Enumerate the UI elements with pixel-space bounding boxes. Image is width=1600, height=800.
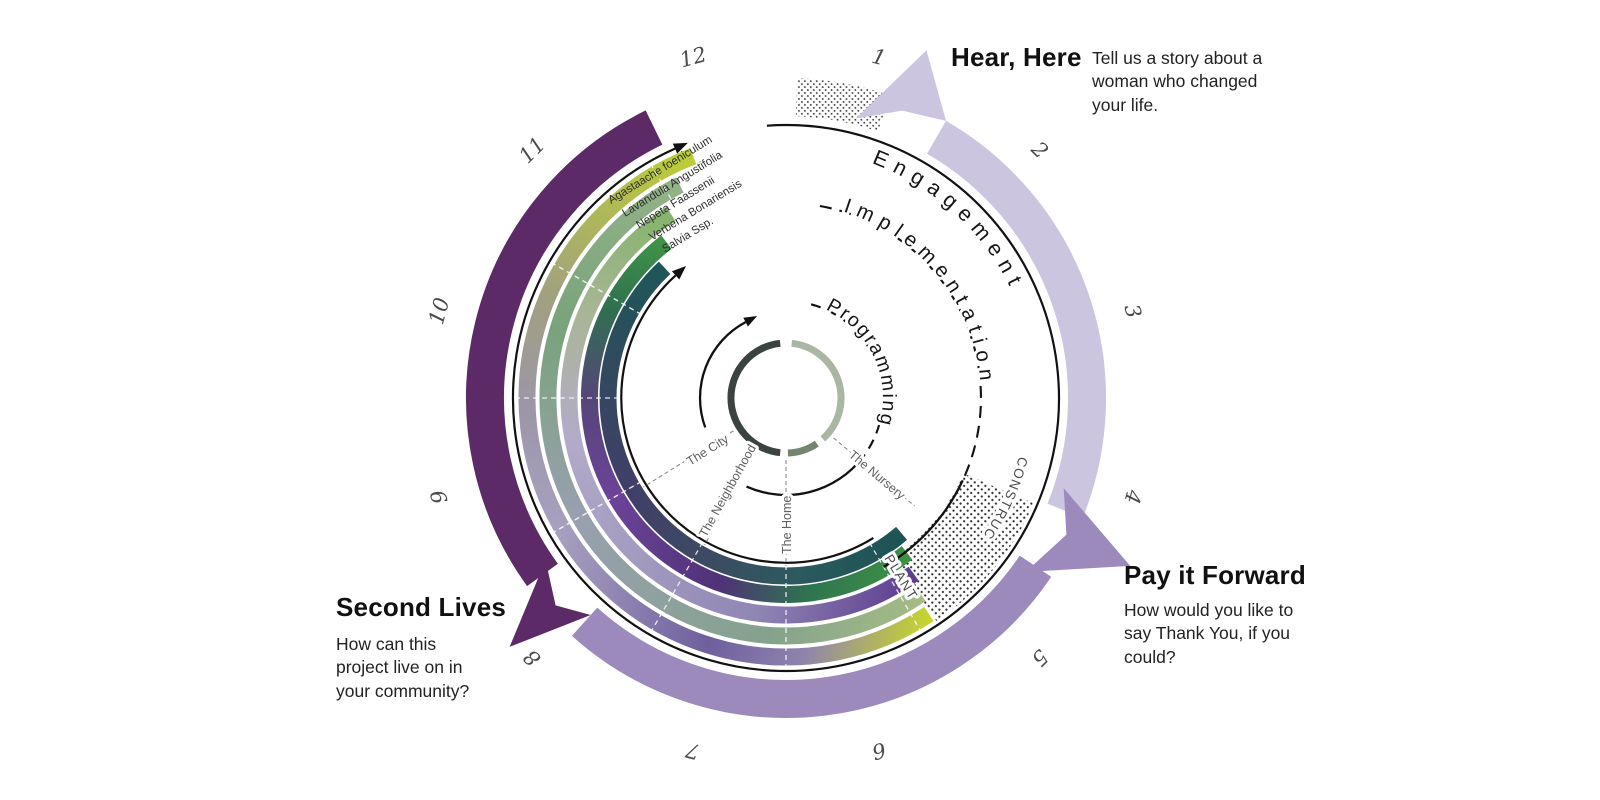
- callout-hear-here: Hear, Here: [951, 42, 1082, 73]
- band-salvia: [599, 261, 671, 492]
- band-verbena: [580, 235, 672, 501]
- band-lavandula: [572, 512, 926, 645]
- month-label: 3: [1119, 302, 1146, 321]
- secondlives-phase-arc: [466, 110, 663, 587]
- implementation-ring: [819, 204, 982, 568]
- band-lavandula: [539, 177, 684, 522]
- month-label: 8: [519, 645, 545, 671]
- month-label: 5: [1027, 645, 1053, 671]
- month-label: 11: [514, 132, 550, 168]
- month-label: 7: [683, 737, 703, 764]
- month-label: 12: [677, 42, 709, 72]
- callout-line: your community?: [336, 680, 470, 701]
- place-nursery: The Nursery: [846, 448, 908, 503]
- callout-title: Pay it Forward: [1124, 560, 1306, 590]
- programming-label: Programming: [823, 294, 900, 429]
- callout-line: woman who changed: [1092, 71, 1258, 92]
- season-arc: [620, 266, 874, 564]
- cycle-arrow: [698, 316, 758, 428]
- band-verbena: [608, 492, 913, 603]
- engagement-circle: [511, 123, 1061, 673]
- callout-line: Tell us a story about a: [1092, 48, 1263, 68]
- diagram-root: Engagement Implementation Programming CO…: [0, 0, 1146, 764]
- place-lines: [643, 430, 916, 566]
- callout-pay-it-forward: Pay it Forward How would you like to say…: [1124, 560, 1306, 669]
- callout-line: How would you like to: [1124, 600, 1294, 620]
- callout-line: How can this: [336, 634, 437, 654]
- callout-line: say Thank You, if you: [1124, 623, 1291, 644]
- month-label: 1: [869, 44, 888, 71]
- circle-arrowhead-icon: [672, 142, 688, 154]
- plant-species-labels: Agastaache foeniculum Lavandula Angustif…: [606, 134, 744, 256]
- band-salvia: [624, 482, 908, 585]
- place-home: The Home: [780, 496, 794, 554]
- plant-bloom-bands: [518, 148, 934, 666]
- callout-line: project live on in: [336, 657, 463, 678]
- ring-segment-charcoal: [727, 339, 781, 457]
- month-label: 6: [869, 737, 888, 764]
- second-lives-arrow-icon: [509, 560, 591, 647]
- band-nepeta: [590, 502, 919, 624]
- month-label: 2: [1026, 136, 1053, 163]
- implementation-phase-arc: [571, 555, 1052, 718]
- callout-hear-here-desc: Tell us a story about a woman who change…: [1092, 47, 1262, 117]
- ring-segment-sage: [791, 339, 845, 442]
- cycle-arrowhead-icon: [743, 316, 758, 327]
- callout-line: your life.: [1092, 94, 1159, 115]
- ring-segment-gray: [787, 440, 819, 457]
- month-label: 10: [424, 295, 454, 327]
- hear-here-arrow-icon: [855, 50, 946, 121]
- month-label: 9: [426, 487, 453, 506]
- band-agastaache: [518, 148, 697, 532]
- callout-line: could?: [1124, 646, 1176, 667]
- halftone-construct-region: [893, 472, 1034, 621]
- month-tick-lines: [516, 163, 922, 668]
- band-nepeta: [560, 206, 676, 511]
- band-agastaache: [554, 523, 934, 666]
- place-city: The City: [684, 432, 732, 469]
- callout-second-lives: Second Lives How can this project live o…: [336, 592, 506, 703]
- center-scale-ring: [727, 339, 845, 457]
- callout-title: Second Lives: [336, 592, 507, 622]
- implementation-label: Implementation: [841, 194, 999, 388]
- month-label: 4: [1119, 486, 1146, 506]
- pay-it-forward-arrow-icon: [1025, 488, 1131, 572]
- programming-ring: [746, 303, 885, 497]
- phase-ring: [466, 50, 1131, 718]
- season-arrowhead-icon: [671, 266, 686, 280]
- callout-title: Hear, Here: [951, 42, 1082, 72]
- engagement-phase-arc: [926, 120, 1107, 518]
